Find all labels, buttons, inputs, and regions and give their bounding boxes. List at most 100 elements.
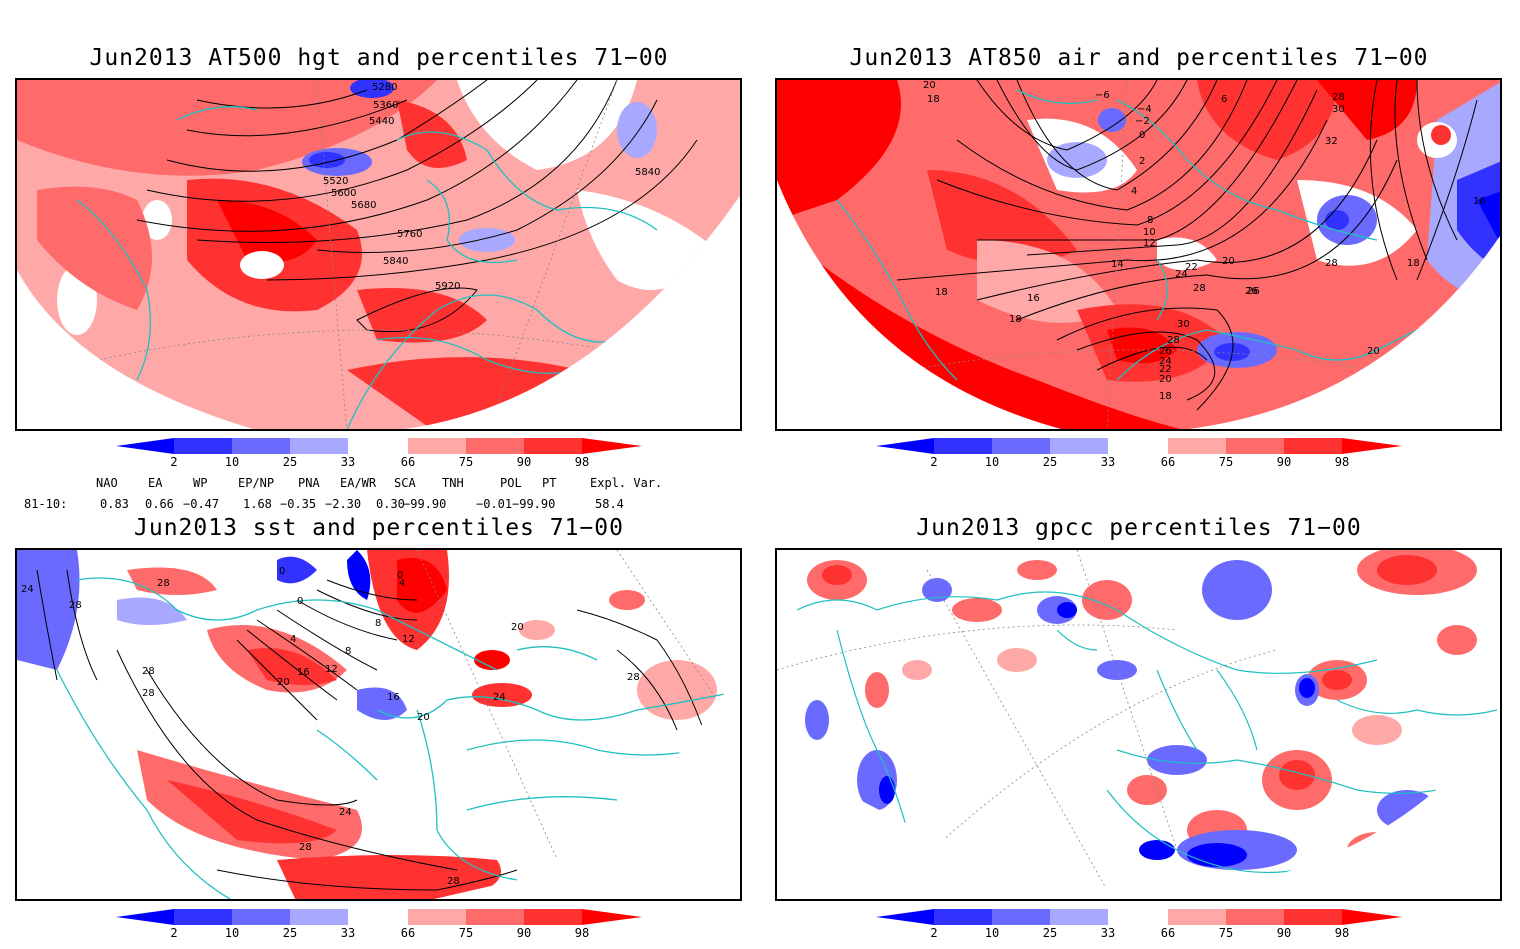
index-header: TNH bbox=[442, 476, 464, 490]
colorbar-label: 2 bbox=[930, 926, 938, 940]
colorbar-sst: 2 10 25 33 66 75 90 98 bbox=[116, 909, 646, 949]
contour-label: 6 bbox=[1221, 94, 1227, 105]
contour-label: 16 bbox=[297, 667, 310, 678]
colorbar-label: 66 bbox=[1160, 455, 1176, 469]
contour-label: 22 bbox=[1159, 364, 1172, 375]
index-header: PT bbox=[542, 476, 557, 490]
contour-label: 24 bbox=[493, 692, 506, 703]
panel-title-air850: Jun2013 AT850 air and percentiles 71−00 bbox=[849, 45, 1429, 71]
contour-label: 28 bbox=[1332, 92, 1345, 103]
panel-title-gpcc: Jun2013 gpcc percentiles 71−00 bbox=[916, 515, 1362, 541]
colorbar-label: 75 bbox=[1218, 926, 1234, 940]
contour-label: 24 bbox=[339, 807, 352, 818]
contour-label: 28 bbox=[157, 578, 170, 589]
index-value: −2.30 bbox=[325, 497, 362, 511]
contour-label: 12 bbox=[325, 664, 338, 675]
index-header: WP bbox=[193, 476, 208, 490]
map-panel-sst: 24 28 28 28 28 0 0 4 8 12 12 16 20 16 20… bbox=[15, 548, 742, 901]
contour-label: 28 bbox=[69, 600, 82, 611]
colorbar-label: 90 bbox=[1276, 926, 1292, 940]
contour-label: 20 bbox=[511, 622, 524, 633]
colorbar-label: 25 bbox=[1042, 455, 1058, 469]
colorbar-gpcc: 2 10 25 33 66 75 90 98 bbox=[876, 909, 1406, 949]
contour-label: 20 bbox=[1159, 374, 1172, 385]
contour-label: −4 bbox=[1137, 104, 1152, 115]
colorbar-label: 98 bbox=[574, 455, 590, 469]
map-panel-air850: 20 18 −6 −4 −2 0 2 4 6 8 10 12 14 16 18 … bbox=[775, 78, 1502, 431]
colorbar-label: 75 bbox=[458, 926, 474, 940]
index-value: 0.66 bbox=[145, 497, 174, 511]
contour-label: 28 bbox=[142, 666, 155, 677]
contour-label: 30 bbox=[1332, 104, 1345, 115]
colorbar-label: 10 bbox=[984, 926, 1000, 940]
colorbar-label: 25 bbox=[282, 455, 298, 469]
contour-label: 16 bbox=[1027, 293, 1040, 304]
contour-label: 5360 bbox=[373, 100, 398, 111]
index-value: 1.68 bbox=[243, 497, 272, 511]
index-value: −99.90 bbox=[403, 497, 447, 511]
contour-label: 0 bbox=[297, 596, 303, 607]
index-header: Expl. Var. bbox=[590, 476, 663, 490]
index-value: 0.83 bbox=[100, 497, 129, 511]
panel-title-hgt500: Jun2013 AT500 hgt and percentiles 71−00 bbox=[89, 45, 669, 71]
index-header: SCA bbox=[394, 476, 416, 490]
contour-label: 0 bbox=[279, 566, 285, 577]
contour-label: 5280 bbox=[372, 82, 397, 93]
index-row-label: 81-10: bbox=[24, 497, 68, 511]
contour-label: 18 bbox=[927, 94, 940, 105]
contour-label: 28 bbox=[1167, 335, 1180, 346]
contour-label: 14 bbox=[1111, 259, 1124, 270]
contour-label: 12 bbox=[1143, 238, 1156, 249]
colorbar-label: 2 bbox=[170, 926, 178, 940]
colorbar-label: 33 bbox=[1100, 455, 1116, 469]
contour-label: 5440 bbox=[369, 116, 394, 127]
contour-label: 5920 bbox=[435, 281, 460, 292]
contour-label: 20 bbox=[1367, 346, 1380, 357]
colorbar-label: 10 bbox=[224, 455, 240, 469]
contour-label: 24 bbox=[1159, 356, 1172, 367]
contour-label: 0 bbox=[1139, 130, 1145, 141]
colorbar-label: 75 bbox=[458, 455, 474, 469]
colorbar-label: 66 bbox=[1160, 926, 1176, 940]
contour-label: 24 bbox=[1175, 269, 1188, 280]
colorbar-label: 2 bbox=[930, 455, 938, 469]
contour-label: 30 bbox=[1177, 319, 1190, 330]
contour-label: 4 bbox=[1131, 186, 1137, 197]
contour-label: 22 bbox=[1185, 262, 1198, 273]
contour-label: 28 bbox=[299, 842, 312, 853]
colorbar-label: 98 bbox=[1334, 926, 1350, 940]
colorbar-label: 90 bbox=[516, 926, 532, 940]
contour-label: 24 bbox=[21, 584, 34, 595]
index-header: EA/WR bbox=[340, 476, 377, 490]
contour-label: 32 bbox=[1325, 136, 1338, 147]
contour-label: 28 bbox=[142, 688, 155, 699]
colorbar-label: 33 bbox=[340, 455, 356, 469]
colorbar-label: 66 bbox=[400, 455, 416, 469]
contour-label: 16 bbox=[387, 692, 400, 703]
map-panel-gpcc bbox=[775, 548, 1502, 901]
colorbar-label: 10 bbox=[984, 455, 1000, 469]
contour-label: 10 bbox=[1143, 227, 1156, 238]
colorbar-label: 98 bbox=[574, 926, 590, 940]
contour-label: 5680 bbox=[351, 200, 376, 211]
contour-label: 28 bbox=[447, 876, 460, 887]
map-panel-hgt500: 5280 5360 5440 5520 5600 5680 5760 5840 … bbox=[15, 78, 742, 431]
index-header: POL bbox=[500, 476, 522, 490]
index-header: EP/NP bbox=[238, 476, 275, 490]
contour-label: 26 bbox=[1247, 286, 1260, 297]
colorbar-air850: 2 10 25 33 66 75 90 98 bbox=[876, 438, 1406, 478]
contour-label: 26 bbox=[1245, 286, 1258, 297]
contour-label: 8 bbox=[375, 618, 381, 629]
index-value: −0.35 bbox=[280, 497, 317, 511]
index-header: PNA bbox=[298, 476, 320, 490]
index-value: −0.47 bbox=[183, 497, 220, 511]
colorbar-label: 98 bbox=[1334, 455, 1350, 469]
contour-label: 8 bbox=[345, 646, 351, 657]
colorbar-label: 90 bbox=[1276, 455, 1292, 469]
panel-title-sst: Jun2013 sst and percentiles 71−00 bbox=[134, 515, 624, 541]
contour-label: 5840 bbox=[635, 167, 660, 178]
index-value: 58.4 bbox=[595, 497, 624, 511]
contour-label: 5600 bbox=[331, 188, 356, 199]
contour-label: 28 bbox=[627, 672, 640, 683]
contour-label: 4 bbox=[399, 578, 405, 589]
